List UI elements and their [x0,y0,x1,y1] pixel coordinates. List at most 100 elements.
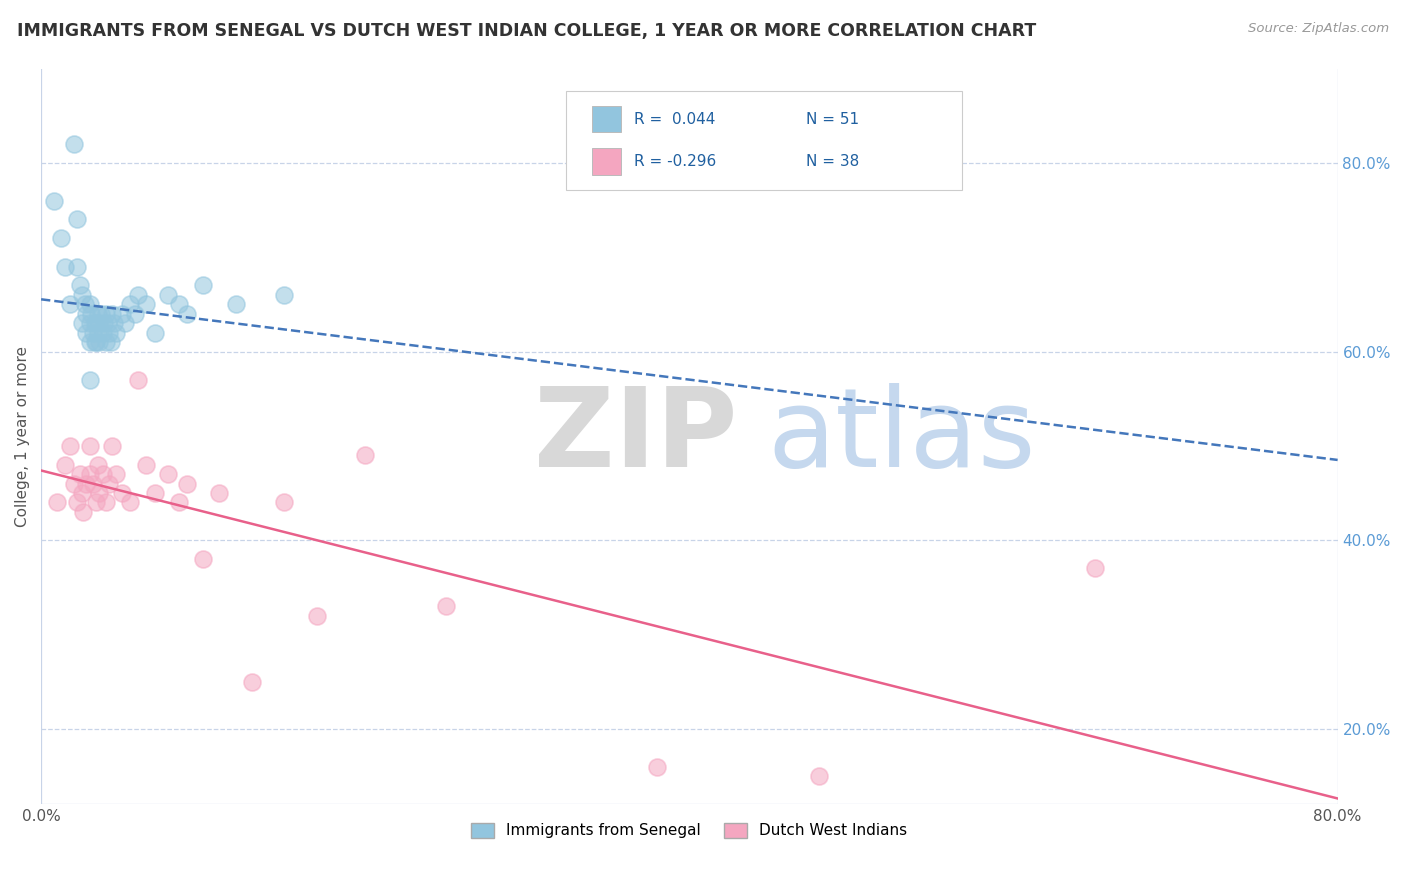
Point [59,439,82,453]
Point [84,335,107,350]
Point [127,288,149,302]
Point [76,476,98,491]
Point [176,307,198,321]
Text: N = 51: N = 51 [806,112,859,127]
Point [55,260,77,274]
Point [70,486,93,500]
Point [135,458,157,472]
Text: R =  0.044: R = 0.044 [634,112,716,127]
Point [90,307,112,321]
Point [87,326,110,340]
Point [79,373,101,387]
Point [42,194,65,208]
Point [111,486,134,500]
Point [82,476,104,491]
Point [89,486,111,500]
Point [120,495,142,509]
Text: IMMIGRANTS FROM SENEGAL VS DUTCH WEST INDIAN COLLEGE, 1 YEAR OR MORE CORRELATION: IMMIGRANTS FROM SENEGAL VS DUTCH WEST IN… [17,22,1036,40]
Point [91,326,114,340]
Point [434,599,457,614]
Point [176,476,198,491]
Point [143,326,166,340]
Point [55,458,77,472]
Point [69,278,91,293]
Point [273,495,295,509]
Point [156,467,179,482]
Point [83,316,105,330]
Text: Source: ZipAtlas.com: Source: ZipAtlas.com [1249,22,1389,36]
Point [70,288,93,302]
Point [79,439,101,453]
Point [100,335,122,350]
Point [98,326,121,340]
Point [808,769,831,783]
Point [1083,561,1105,575]
Point [89,335,111,350]
Point [94,307,117,321]
Point [84,316,107,330]
Point [127,373,149,387]
Point [104,467,127,482]
Point [167,297,190,311]
Point [98,476,121,491]
Point [87,458,110,472]
FancyBboxPatch shape [592,148,620,175]
FancyBboxPatch shape [567,91,962,190]
Point [89,316,111,330]
Point [62,136,84,151]
FancyBboxPatch shape [592,106,620,132]
Point [83,335,105,350]
Point [59,297,82,311]
Point [66,260,89,274]
Point [114,316,136,330]
Point [167,495,190,509]
Legend: Immigrants from Senegal, Dutch West Indians: Immigrants from Senegal, Dutch West Indi… [465,817,914,845]
Point [73,297,96,311]
Point [87,307,110,321]
Point [193,552,215,566]
Point [354,448,377,462]
Point [93,316,115,330]
Text: atlas: atlas [768,383,1036,490]
Point [111,307,134,321]
Point [79,335,101,350]
Point [79,316,101,330]
Point [66,212,89,227]
Point [156,288,179,302]
Point [124,307,146,321]
Point [79,467,101,482]
Point [91,467,114,482]
Point [82,326,104,340]
Point [66,495,89,509]
Point [49,231,72,245]
Point [80,307,103,321]
Point [103,316,125,330]
Text: ZIP: ZIP [534,383,737,490]
Point [101,307,124,321]
Point [101,439,124,453]
Text: R = -0.296: R = -0.296 [634,154,716,169]
Point [225,297,247,311]
Point [94,495,117,509]
Point [273,288,295,302]
Point [69,467,91,482]
Text: N = 38: N = 38 [806,154,859,169]
Point [46,495,69,509]
Point [94,335,117,350]
Point [645,759,668,773]
Point [143,486,166,500]
Point [120,297,142,311]
Point [62,476,84,491]
Point [208,486,231,500]
Point [76,307,98,321]
Point [70,316,93,330]
Point [193,278,215,293]
Point [76,326,98,340]
Point [72,505,94,519]
Point [84,495,107,509]
Point [135,297,157,311]
Point [104,326,127,340]
Y-axis label: College, 1 year or more: College, 1 year or more [15,346,30,527]
Point [305,608,328,623]
Point [79,297,101,311]
